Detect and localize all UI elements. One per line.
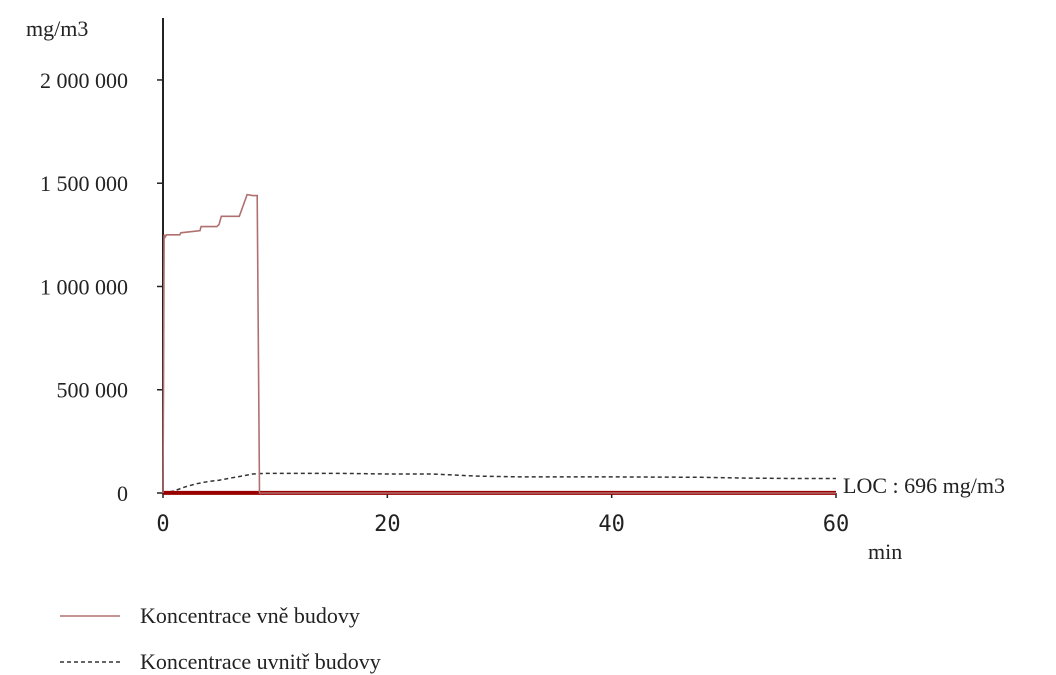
legend-label-outside: Koncentrace vně budovy [140, 603, 360, 628]
x-tick-label: 0 [156, 512, 169, 537]
y-tick-label: 1 500 000 [40, 171, 128, 196]
y-tick-label: 2 000 000 [40, 68, 128, 93]
x-ticks: 0 20 40 60 [156, 493, 849, 537]
x-tick-label: 20 [374, 512, 401, 537]
y-axis-title: mg/m3 [26, 16, 88, 41]
loc-label: LOC : 696 mg/m3 [843, 473, 1005, 498]
series-layer [162, 193, 836, 495]
y-tick-label: 0 [117, 481, 128, 506]
x-tick-label: 40 [598, 512, 625, 537]
series-line-inside [162, 472, 836, 494]
x-axis-title: min [868, 539, 902, 564]
y-tick-label: 1 000 000 [40, 274, 128, 299]
legend-label-inside: Koncentrace uvnitř budovy [140, 649, 381, 674]
legend: Koncentrace vně budovy Koncentrace uvnit… [60, 603, 381, 674]
y-ticks: 0 500 000 1 000 000 1 500 000 2 000 000 [40, 68, 163, 506]
series-line-outside [162, 193, 836, 494]
y-tick-label: 500 000 [57, 378, 129, 403]
x-tick-label: 60 [823, 512, 850, 537]
